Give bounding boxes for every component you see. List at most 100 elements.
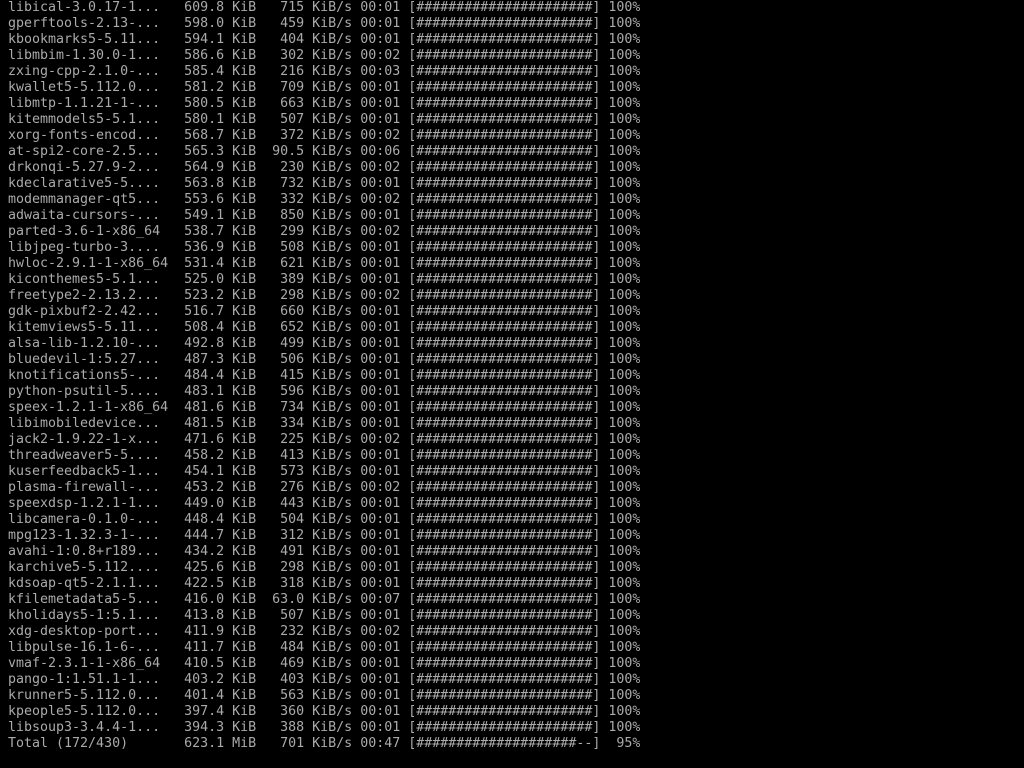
download-rate: 298 KiB/s xyxy=(280,288,353,303)
download-size: 422.5 KiB xyxy=(184,576,257,591)
download-size: 454.1 KiB xyxy=(184,464,257,479)
progress-bar: [######################] xyxy=(408,128,601,143)
progress-bar: [######################] xyxy=(408,96,601,111)
download-rate: 459 KiB/s xyxy=(280,16,353,31)
progress-bar: [######################] xyxy=(408,272,601,287)
download-rate: 504 KiB/s xyxy=(280,512,353,527)
elapsed-time: 00:01 xyxy=(360,384,401,399)
download-rate: 701 KiB/s xyxy=(280,736,353,751)
progress-bar: [######################] xyxy=(408,656,601,671)
download-size: 531.4 KiB xyxy=(184,256,257,271)
download-rate: 388 KiB/s xyxy=(280,720,353,735)
download-rate: 621 KiB/s xyxy=(280,256,353,271)
download-rate: 276 KiB/s xyxy=(280,480,353,495)
elapsed-time: 00:01 xyxy=(360,272,401,287)
download-size: 453.2 KiB xyxy=(184,480,257,495)
download-row: kbookmarks5-5.11... 594.1 KiB 404 KiB/s 00:… xyxy=(8,32,640,48)
download-row: kfilemetadata5-5... 416.0 KiB 63.0 KiB/s 00… xyxy=(8,592,640,608)
download-size: 586.6 KiB xyxy=(184,48,257,63)
download-rate: 360 KiB/s xyxy=(280,704,353,719)
elapsed-time: 00:02 xyxy=(360,480,401,495)
package-name: kuserfeedback5-1... xyxy=(8,464,161,479)
progress-bar: [######################] xyxy=(408,480,601,495)
elapsed-time: 00:02 xyxy=(360,160,401,175)
elapsed-time: 00:01 xyxy=(360,320,401,335)
progress-percent: 100% xyxy=(608,640,641,655)
progress-percent: 100% xyxy=(608,320,641,335)
elapsed-time: 00:01 xyxy=(360,208,401,223)
progress-bar: [######################] xyxy=(408,432,601,447)
elapsed-time: 00:02 xyxy=(360,432,401,447)
download-size: 564.9 KiB xyxy=(184,160,257,175)
progress-percent: 100% xyxy=(608,336,641,351)
progress-bar: [######################] xyxy=(408,672,601,687)
elapsed-time: 00:01 xyxy=(360,400,401,415)
package-name: mpg123-1.32.3-1-... xyxy=(8,528,161,543)
progress-percent: 100% xyxy=(608,368,641,383)
download-rate: 443 KiB/s xyxy=(280,496,353,511)
package-name: speexdsp-1.2.1-1... xyxy=(8,496,161,511)
download-rate: 415 KiB/s xyxy=(280,368,353,383)
elapsed-time: 00:01 xyxy=(360,576,401,591)
download-row: zxing-cpp-2.1.0-... 585.4 KiB 216 KiB/s 00:… xyxy=(8,64,640,80)
package-name: kwallet5-5.112.0... xyxy=(8,80,161,95)
progress-bar: [######################] xyxy=(408,320,601,335)
terminal-output: libical-3.0.17-1... 609.8 KiB 715 KiB/s 00:… xyxy=(8,0,640,752)
download-row: adwaita-cursors-... 549.1 KiB 850 KiB/s 00:… xyxy=(8,208,640,224)
elapsed-time: 00:07 xyxy=(360,592,401,607)
package-name: libsoup3-3.4.4-1... xyxy=(8,720,161,735)
download-row: threadweaver5-5.... 458.2 KiB 413 KiB/s 00:… xyxy=(8,448,640,464)
download-row: kdsoap-qt5-2.1.1... 422.5 KiB 318 KiB/s 00:… xyxy=(8,576,640,592)
progress-bar: [######################] xyxy=(408,464,601,479)
progress-percent: 100% xyxy=(608,48,641,63)
package-name: jack2-1.9.22-1-x... xyxy=(8,432,161,447)
package-name: kitemmodels5-5.1... xyxy=(8,112,161,127)
package-name: speex-1.2.1-1-x86_64 xyxy=(8,400,169,415)
progress-bar: [######################] xyxy=(408,352,601,367)
progress-bar: [######################] xyxy=(408,112,601,127)
total-progress-row: Total (172/430) 623.1 MiB 701 KiB/s 00:47 [#… xyxy=(8,736,640,752)
progress-bar: [######################] xyxy=(408,560,601,575)
download-size: 594.1 KiB xyxy=(184,32,257,47)
elapsed-time: 00:01 xyxy=(360,336,401,351)
download-row: parted-3.6-1-x86_64 538.7 KiB 299 KiB/s 00:… xyxy=(8,224,640,240)
progress-bar: [######################] xyxy=(408,224,601,239)
elapsed-time: 00:01 xyxy=(360,112,401,127)
download-row: libsoup3-3.4.4-1... 394.3 KiB 388 KiB/s 00:… xyxy=(8,720,640,736)
download-rate: 660 KiB/s xyxy=(280,304,353,319)
download-rate: 573 KiB/s xyxy=(280,464,353,479)
package-name: krunner5-5.112.0... xyxy=(8,688,161,703)
elapsed-time: 00:01 xyxy=(360,416,401,431)
download-row: karchive5-5.112.... 425.6 KiB 298 KiB/s 00:… xyxy=(8,560,640,576)
download-size: 516.7 KiB xyxy=(184,304,257,319)
download-row: libimobiledevice... 481.5 KiB 334 KiB/s 00:… xyxy=(8,416,640,432)
progress-bar: [######################] xyxy=(408,400,601,415)
download-row: vmaf-2.3.1-1-x86_64 410.5 KiB 469 KiB/s 00:… xyxy=(8,656,640,672)
progress-percent: 100% xyxy=(608,256,641,271)
progress-bar: [######################] xyxy=(408,80,601,95)
download-size: 471.6 KiB xyxy=(184,432,257,447)
elapsed-time: 00:03 xyxy=(360,64,401,79)
download-row: kuserfeedback5-1... 454.1 KiB 573 KiB/s 00:… xyxy=(8,464,640,480)
package-name: libical-3.0.17-1... xyxy=(8,0,161,15)
download-rate: 469 KiB/s xyxy=(280,656,353,671)
progress-percent: 100% xyxy=(608,0,641,15)
progress-bar: [######################] xyxy=(408,720,601,735)
package-name: Total (172/430) xyxy=(8,736,129,751)
package-name: at-spi2-core-2.5... xyxy=(8,144,161,159)
package-name: kiconthemes5-5.1... xyxy=(8,272,161,287)
download-size: 416.0 KiB xyxy=(184,592,257,607)
download-rate: 663 KiB/s xyxy=(280,96,353,111)
progress-bar: [######################] xyxy=(408,448,601,463)
package-name: kfilemetadata5-5... xyxy=(8,592,161,607)
download-size: 598.0 KiB xyxy=(184,16,257,31)
package-name: libpulse-16.1-6-... xyxy=(8,640,161,655)
package-name: adwaita-cursors-... xyxy=(8,208,161,223)
package-name: pango-1:1.51.1-1... xyxy=(8,672,161,687)
download-rate: 216 KiB/s xyxy=(280,64,353,79)
progress-bar: [######################] xyxy=(408,160,601,175)
elapsed-time: 00:02 xyxy=(360,128,401,143)
package-name: xdg-desktop-port... xyxy=(8,624,161,639)
download-row: kholidays5-1:5.1... 413.8 KiB 507 KiB/s 00:… xyxy=(8,608,640,624)
download-size: 492.8 KiB xyxy=(184,336,257,351)
